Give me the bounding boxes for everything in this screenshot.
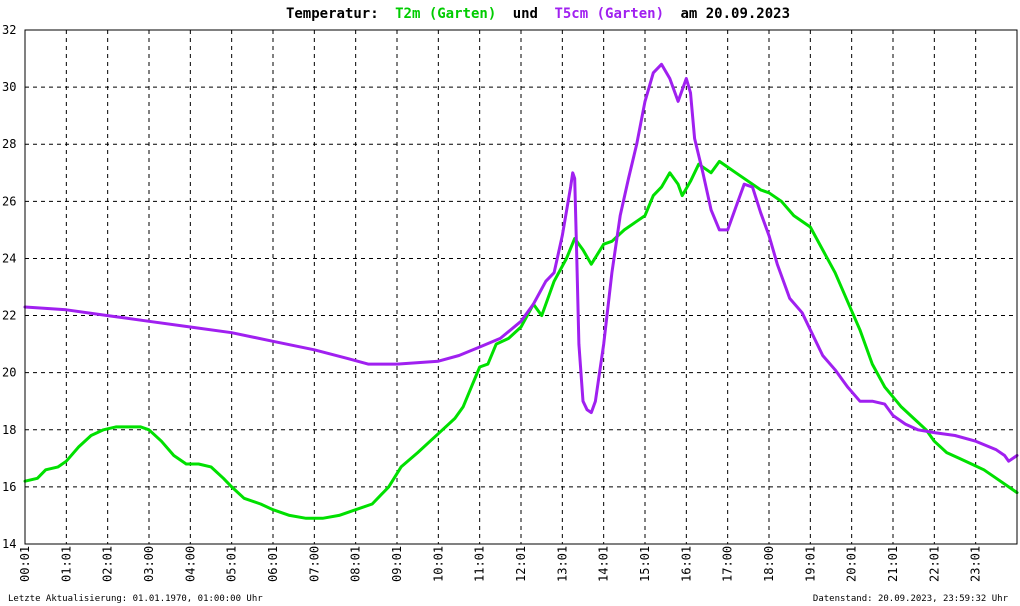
title-series2-label: T5cm (Garten) — [554, 6, 664, 22]
x-tick-label: 18:00 — [762, 546, 776, 582]
series-line-t5cm — [23, 62, 1019, 463]
x-tick-label: 02:01 — [101, 546, 115, 582]
y-tick-label: 14 — [2, 537, 16, 551]
y-tick-label: 16 — [2, 480, 16, 494]
y-tick-label: 28 — [2, 137, 16, 151]
footer-last-update: Letzte Aktualisierung: 01.01.1970, 01:00… — [8, 594, 263, 604]
title-middle: und — [513, 6, 538, 22]
x-tick-label: 13:01 — [555, 546, 569, 582]
title-prefix: Temperatur: — [286, 6, 379, 22]
y-tick-label: 20 — [2, 366, 16, 380]
y-tick-label: 32 — [2, 23, 16, 37]
series-line-t2m — [23, 159, 1019, 520]
x-tick-label: 19:01 — [803, 546, 817, 582]
y-tick-label: 22 — [2, 309, 16, 323]
x-tick-label: 09:01 — [390, 546, 404, 582]
y-tick-label: 24 — [2, 251, 16, 265]
x-tick-label: 12:01 — [514, 546, 528, 582]
footer-data-status: Datenstand: 20.09.2023, 23:59:32 Uhr — [813, 594, 1009, 604]
x-tick-label: 11:01 — [473, 546, 487, 582]
x-tick-label: 05:01 — [225, 546, 239, 582]
grid-layer — [25, 30, 1017, 544]
chart-title: Temperatur: T2m (Garten) und T5cm (Garte… — [286, 6, 790, 22]
x-axis-ticks: 00:01 01:01 02:01 03:00 04:00 05:01 06:01 07:00… — [18, 546, 983, 582]
x-tick-label: 10:01 — [431, 546, 445, 582]
y-tick-label: 18 — [2, 423, 16, 437]
x-tick-label: 22:01 — [927, 546, 941, 582]
title-series1-label: T2m (Garten) — [395, 6, 496, 22]
x-tick-label: 03:00 — [142, 546, 156, 582]
x-tick-label: 15:01 — [638, 546, 652, 582]
x-tick-label: 16:01 — [679, 546, 693, 582]
y-axis-ticks: 14 16 18 20 22 24 26 28 30 32 — [2, 23, 16, 551]
x-tick-label: 08:01 — [349, 546, 363, 582]
x-tick-label: 01:01 — [59, 546, 73, 582]
x-tick-label: 21:01 — [886, 546, 900, 582]
x-tick-label: 20:01 — [845, 546, 859, 582]
x-tick-label: 17:00 — [721, 546, 735, 582]
y-tick-label: 26 — [2, 194, 16, 208]
x-tick-label: 00:01 — [18, 546, 32, 582]
y-tick-label: 30 — [2, 80, 16, 94]
x-tick-label: 04:00 — [183, 546, 197, 582]
x-tick-label: 23:01 — [969, 546, 983, 582]
series-layer — [23, 62, 1019, 520]
x-tick-label: 07:00 — [307, 546, 321, 582]
x-tick-label: 06:01 — [266, 546, 280, 582]
plot-frame — [24, 29, 1018, 545]
x-tick-label: 14:01 — [597, 546, 611, 582]
title-date: am 20.09.2023 — [680, 6, 790, 22]
